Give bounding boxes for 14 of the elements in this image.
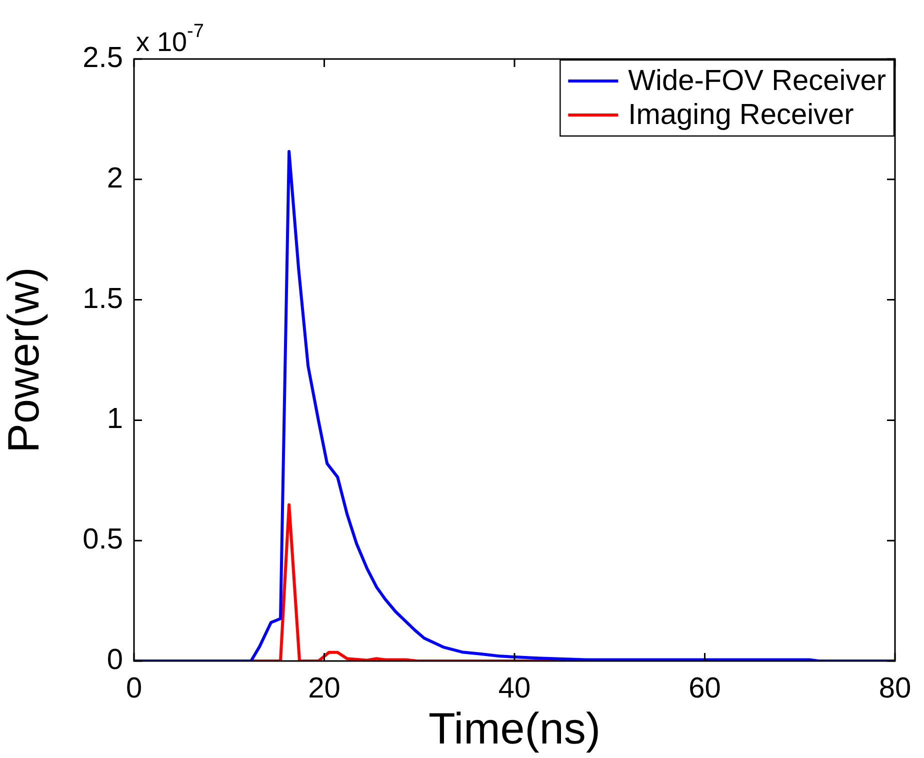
y-axis-title: Power(w) [0,267,49,453]
x-axis-title: Time(ns) [428,704,600,754]
x-tick-label: 60 [688,672,721,704]
x-tick-label: 40 [498,672,531,704]
y-tick-label: 2 [106,162,123,194]
y-tick-label: 2.5 [82,42,123,74]
y-tick-label: 0.5 [82,524,123,556]
y-tick-label: 1.5 [82,282,123,315]
y-tick-label: 0 [106,644,123,676]
legend-label: Imaging Receiver [628,99,854,131]
y-tick-label: 1 [106,403,123,436]
x-tick-label: 80 [878,672,912,704]
legend-label: Wide-FOV Receiver [628,65,886,97]
x-tick-label: 20 [308,672,340,704]
